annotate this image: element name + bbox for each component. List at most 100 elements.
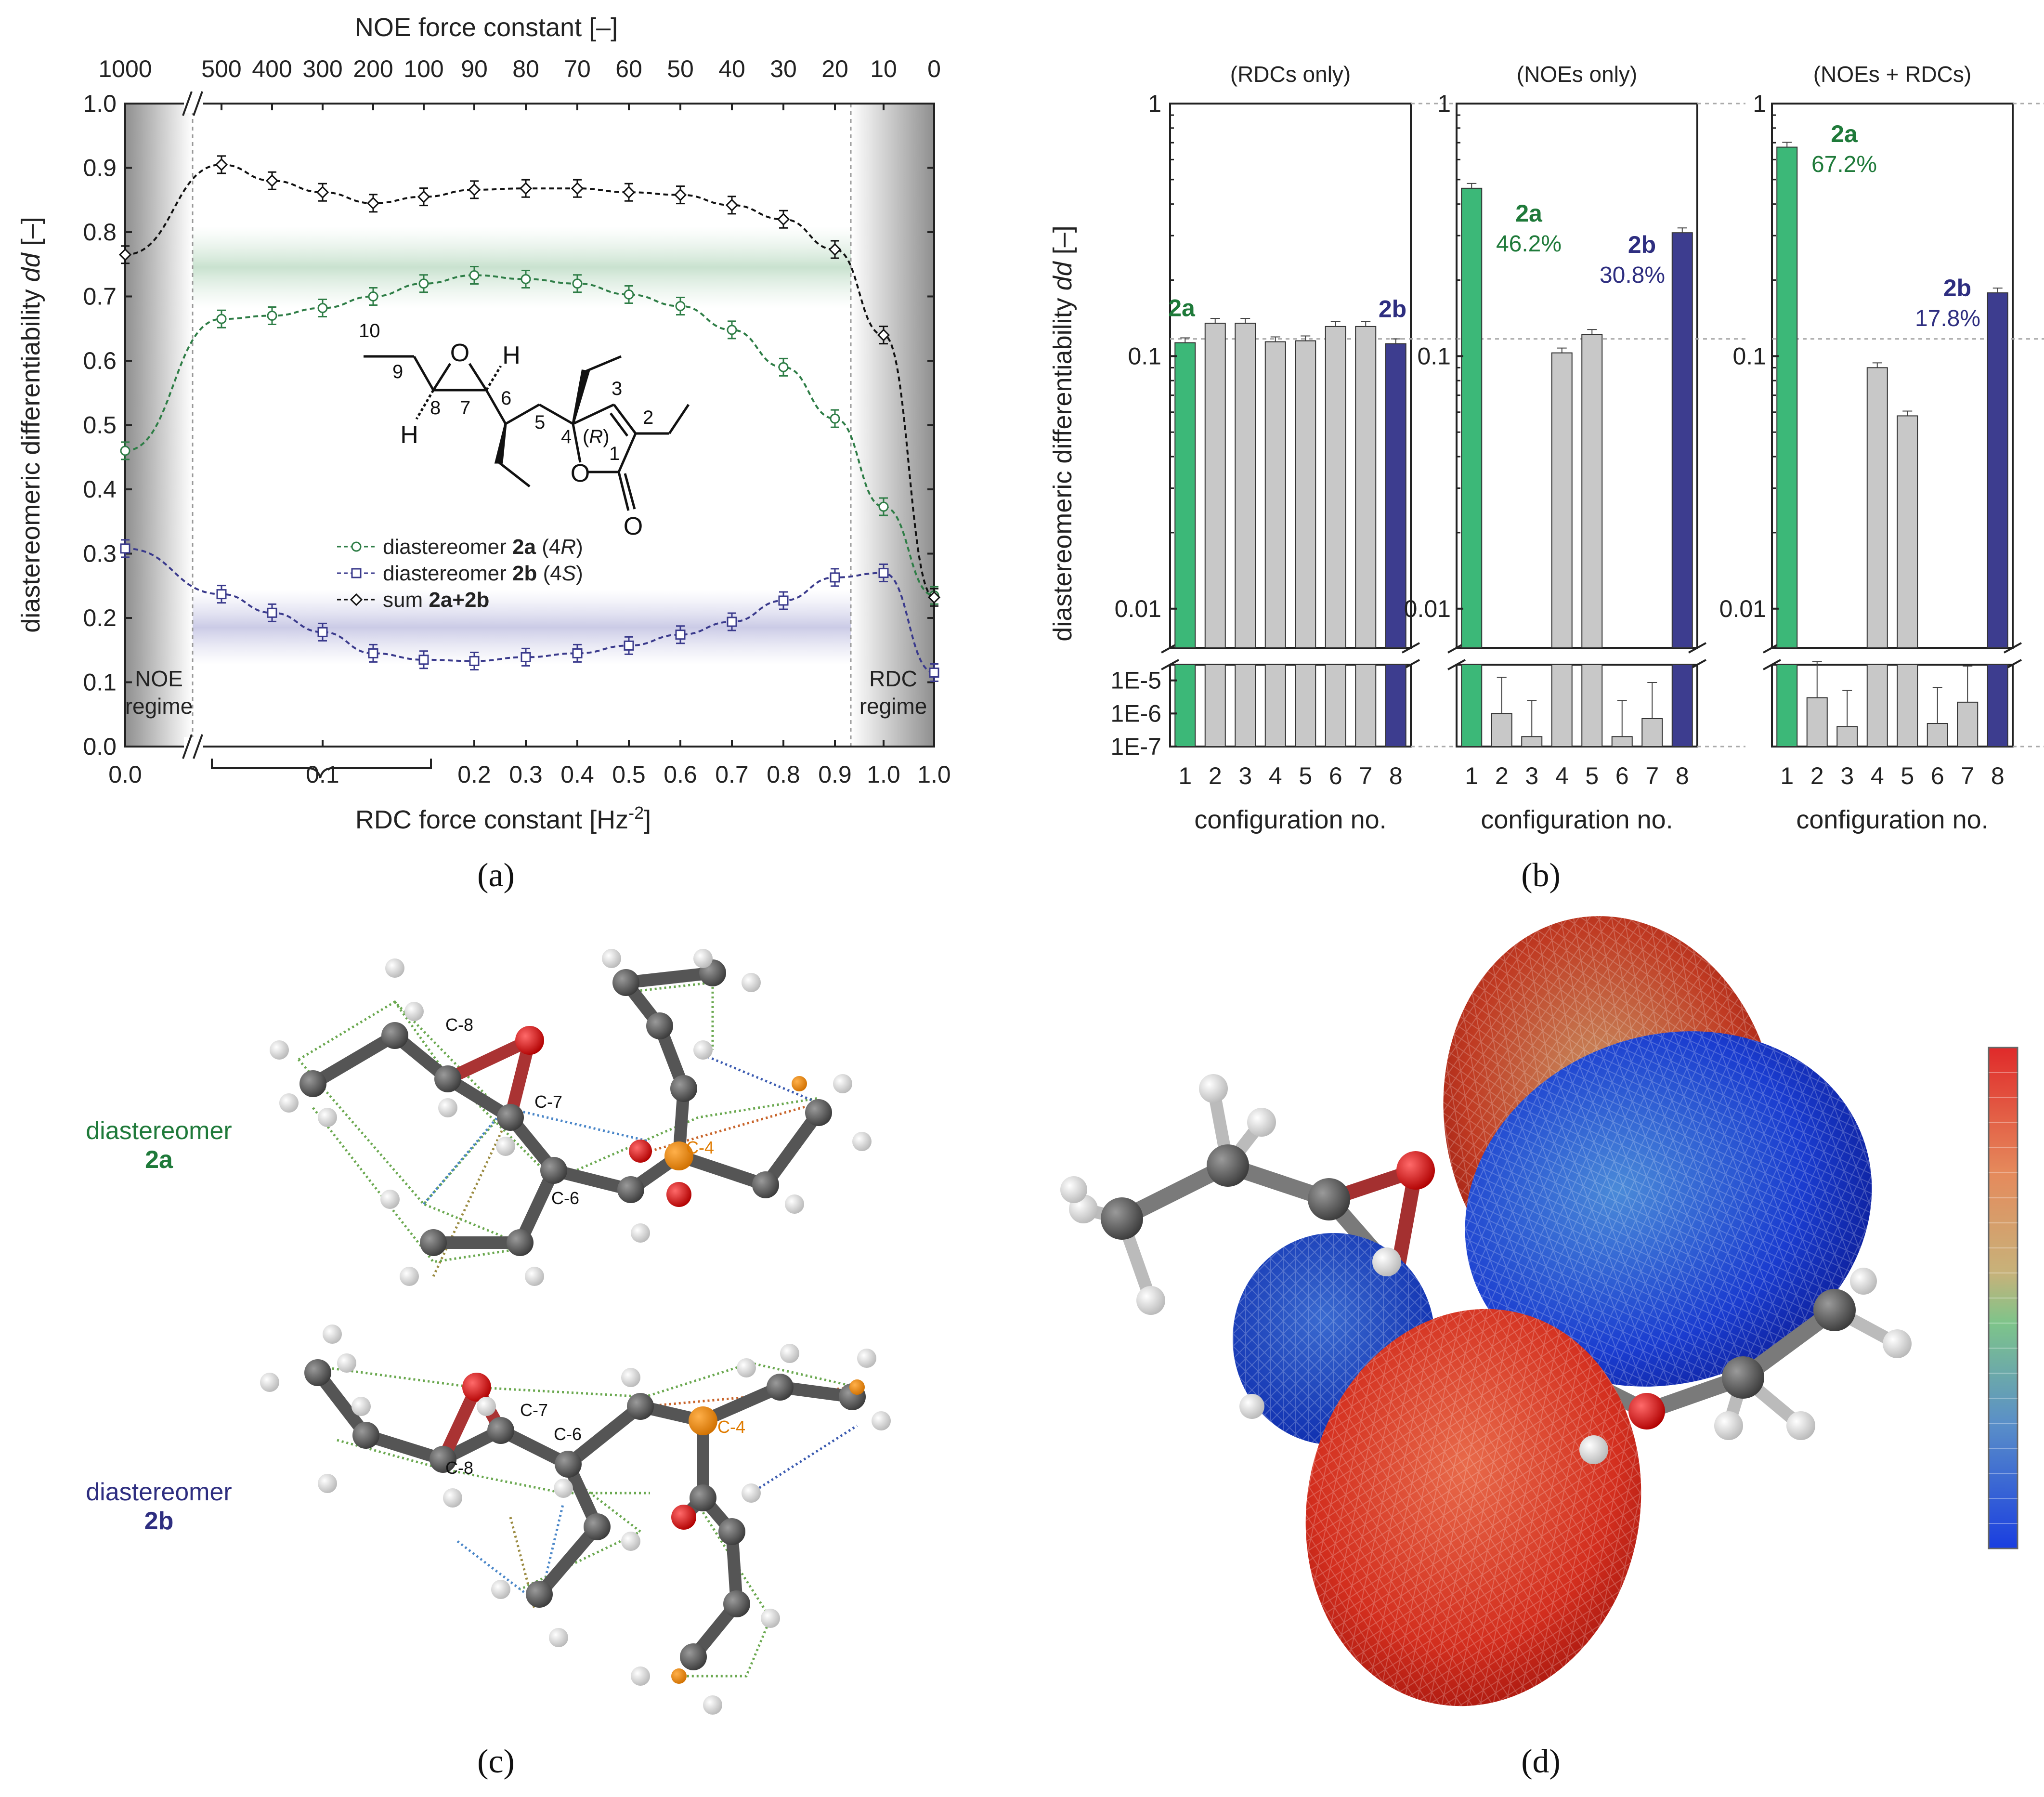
b-bar-lower bbox=[1987, 664, 2008, 747]
b-break-mark bbox=[1161, 659, 1179, 670]
b-bar-lower bbox=[1325, 664, 1346, 747]
a-point-2a bbox=[418, 278, 429, 289]
num-4: 4 bbox=[561, 426, 572, 447]
legend-2b-ital: S bbox=[562, 562, 576, 585]
b-break-mark bbox=[1402, 642, 1420, 654]
b-bar-lower bbox=[1551, 664, 1573, 747]
a-top-tick-label: 300 bbox=[302, 55, 342, 82]
panel-c-structures: diastereomer 2a diastereomer 2b bbox=[86, 949, 891, 1780]
panel-label-a: (a) bbox=[477, 857, 515, 894]
hydrogen-atom bbox=[631, 1223, 650, 1243]
b-bar-upper bbox=[1204, 323, 1226, 648]
oxygen-atom bbox=[515, 1026, 544, 1055]
a-y-title-suf: [–] bbox=[16, 217, 45, 253]
b-bar-lower bbox=[1641, 718, 1663, 747]
b-category-label: 1 bbox=[1780, 762, 1794, 789]
carbon-atom bbox=[646, 1012, 673, 1039]
hydrogen-atom bbox=[742, 973, 761, 992]
carbon-atom bbox=[805, 1099, 832, 1126]
a-point-sum bbox=[877, 328, 890, 341]
a-point-2a bbox=[267, 311, 277, 321]
a-bottom-tick-label: 0.9 bbox=[818, 761, 852, 788]
hydrogen-atom bbox=[279, 1093, 299, 1113]
b-category-label: 3 bbox=[1840, 762, 1854, 789]
noe-regime-shade bbox=[125, 104, 193, 747]
legend-2a-bold: 2a bbox=[512, 535, 536, 559]
b-y-tick-label: 0.1 bbox=[1128, 342, 1161, 369]
hydrogen-atom bbox=[761, 1609, 780, 1628]
b-category-label: 5 bbox=[1299, 762, 1312, 789]
b-bar-upper bbox=[1295, 340, 1316, 648]
b-break-mark bbox=[1763, 659, 1781, 670]
a-point-2a bbox=[878, 501, 889, 512]
b-x-axis-title: configuration no. bbox=[1481, 805, 1673, 834]
num-5: 5 bbox=[534, 412, 545, 433]
b-subplot-title: (RDCs only) bbox=[1230, 62, 1351, 87]
orbital-mesh bbox=[1465, 1031, 1872, 1387]
carbon-atom bbox=[434, 1065, 461, 1092]
a-point-2a bbox=[120, 446, 130, 456]
carbon-atom bbox=[420, 1229, 447, 1256]
c4-atom bbox=[689, 1406, 717, 1435]
b-bar-lower bbox=[1836, 726, 1858, 747]
b-y-tick-label: 1 bbox=[1753, 90, 1766, 117]
hydrogen-atom-3d bbox=[1883, 1329, 1912, 1358]
b-bar-upper bbox=[1866, 367, 1888, 648]
bond-c5-c4 bbox=[538, 403, 574, 425]
c4-atom bbox=[664, 1141, 693, 1170]
green-band bbox=[193, 226, 851, 308]
num-10: 10 bbox=[359, 320, 380, 341]
a-bottom-tick-label: 0.3 bbox=[509, 761, 543, 788]
a-point-2b bbox=[675, 630, 686, 640]
a-point-2a bbox=[317, 303, 328, 314]
b-frame-lower bbox=[1771, 664, 2014, 748]
a-top-ticks: 1000 500 400 300 200 100 90 80 70 60 50 40 30 20 10 0 bbox=[98, 55, 941, 110]
a-point-2b bbox=[469, 656, 480, 666]
hydrogen-atom-3d bbox=[1060, 1176, 1087, 1203]
hydrogen-atom bbox=[742, 1483, 761, 1503]
hydrogen-atom-3d bbox=[1579, 1435, 1608, 1464]
b-category-label: 8 bbox=[1991, 762, 2005, 789]
carbon-atom bbox=[767, 1374, 794, 1401]
b-y-tick-label: 0.1 bbox=[1732, 342, 1766, 369]
hydrogen-atom bbox=[443, 1488, 462, 1508]
b-y-axis-title: diastereomeric differentiability dd [–] bbox=[1048, 225, 1077, 641]
b-annot-2b: 2b bbox=[1379, 296, 1406, 323]
b-frame-upper bbox=[1771, 103, 2014, 649]
a-top-tick-label: 80 bbox=[512, 55, 539, 82]
b-break-mark bbox=[1688, 642, 1706, 654]
a-bottom-title-end: ] bbox=[644, 805, 651, 834]
contact-line bbox=[312, 1107, 534, 1263]
b-bar-lower bbox=[1611, 736, 1633, 748]
b-category-label: 4 bbox=[1555, 762, 1569, 789]
hydrogen-atom bbox=[337, 1353, 356, 1373]
a-point-2a bbox=[368, 291, 378, 302]
bond-ethyl4 bbox=[585, 355, 622, 373]
a-point-sum bbox=[265, 174, 279, 187]
panel-label-b: (b) bbox=[1521, 857, 1561, 894]
b-y-tick-label: 0.01 bbox=[1719, 595, 1766, 622]
carbon-atom bbox=[670, 1075, 697, 1102]
rdc-regime-l1: RDC bbox=[869, 666, 917, 691]
a-point-2b bbox=[624, 640, 634, 651]
num-8: 8 bbox=[430, 397, 441, 419]
a-point-sum bbox=[828, 243, 842, 256]
hydrogen-atom bbox=[785, 1194, 804, 1214]
b-y-tick-lower-label: 1E-6 bbox=[1110, 700, 1161, 727]
legend-2a-end: ) bbox=[576, 535, 583, 559]
bond-c7-o bbox=[468, 363, 488, 391]
a-top-tick-label: 20 bbox=[821, 55, 848, 82]
a-point-sum bbox=[927, 591, 941, 604]
b-category-label: 1 bbox=[1465, 762, 1478, 789]
a-point-2b bbox=[418, 655, 429, 665]
b-bar-upper bbox=[1325, 326, 1346, 648]
b-bar-upper bbox=[1551, 352, 1573, 648]
a-bottom-tick-label: 0.8 bbox=[767, 761, 800, 788]
hydrogen-atom bbox=[491, 1580, 510, 1599]
atom-label-c8: C-8 bbox=[445, 1015, 473, 1035]
b-annot-2a: 2a bbox=[1831, 120, 1858, 147]
atom-label-c6: C-6 bbox=[551, 1188, 579, 1208]
hydrogen-atom-3d bbox=[1239, 1394, 1264, 1419]
b-break-mark bbox=[2004, 642, 2022, 654]
